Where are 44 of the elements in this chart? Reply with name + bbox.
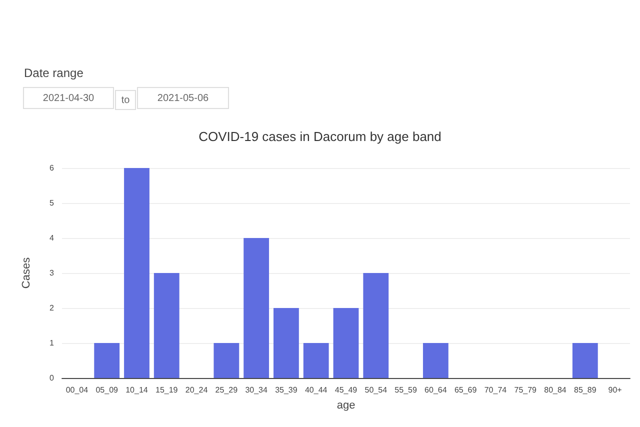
bar xyxy=(244,238,270,378)
y-tick-label: 6 xyxy=(50,164,55,172)
bar xyxy=(274,308,299,378)
bar xyxy=(94,343,120,378)
bar xyxy=(303,343,329,378)
x-tick-label: 30_34 xyxy=(245,386,268,394)
text: Date range xyxy=(24,66,84,80)
x-tick-label: 05_09 xyxy=(96,386,119,394)
bar xyxy=(214,343,240,378)
bar xyxy=(363,273,389,378)
y-axis-title: Cases xyxy=(20,256,32,289)
x-tick-label: 10_14 xyxy=(126,386,148,394)
x-tick-label: 35_39 xyxy=(275,386,298,394)
x-tick-label: 75_79 xyxy=(514,386,538,394)
y-tick-label: 2 xyxy=(50,304,55,312)
chart-title: COVID-19 cases in Dacorum by age band xyxy=(198,129,442,144)
x-tick-label: 15_19 xyxy=(156,386,178,394)
x-tick-label: 50_54 xyxy=(364,386,388,394)
y-tick-label: 5 xyxy=(50,198,55,208)
x-tick-label: 40_44 xyxy=(304,386,328,394)
y-tick-label: 1 xyxy=(50,338,55,348)
bar xyxy=(572,343,598,378)
bar xyxy=(333,308,359,378)
x-tick-label: 25_29 xyxy=(215,386,238,394)
bar xyxy=(124,168,150,378)
date-field: 2021-05-06 xyxy=(137,87,229,109)
y-tick-label: 0 xyxy=(50,374,55,382)
x-axis-title: age xyxy=(336,400,356,412)
bar xyxy=(154,273,180,378)
x-tick-label: 55_59 xyxy=(394,386,418,394)
date-field: 2021-04-30 xyxy=(23,87,114,109)
x-tick-label: 20_24 xyxy=(185,386,208,394)
x-tick-label: 85_89 xyxy=(574,386,597,394)
x-tick-label: 45_49 xyxy=(334,386,358,394)
y-tick-label: 4 xyxy=(50,234,55,242)
separator-field: to xyxy=(115,90,136,110)
y-tick-label: 3 xyxy=(50,268,55,278)
x-tick-label: 65_69 xyxy=(454,386,478,394)
x-tick-label: 60_64 xyxy=(424,386,448,394)
x-tick-label: 00_04 xyxy=(66,386,89,394)
bar xyxy=(422,343,448,378)
x-tick-label: 70_74 xyxy=(484,386,508,394)
x-tick-label: 90+ xyxy=(608,386,622,394)
x-tick-label: 80_84 xyxy=(544,386,567,394)
